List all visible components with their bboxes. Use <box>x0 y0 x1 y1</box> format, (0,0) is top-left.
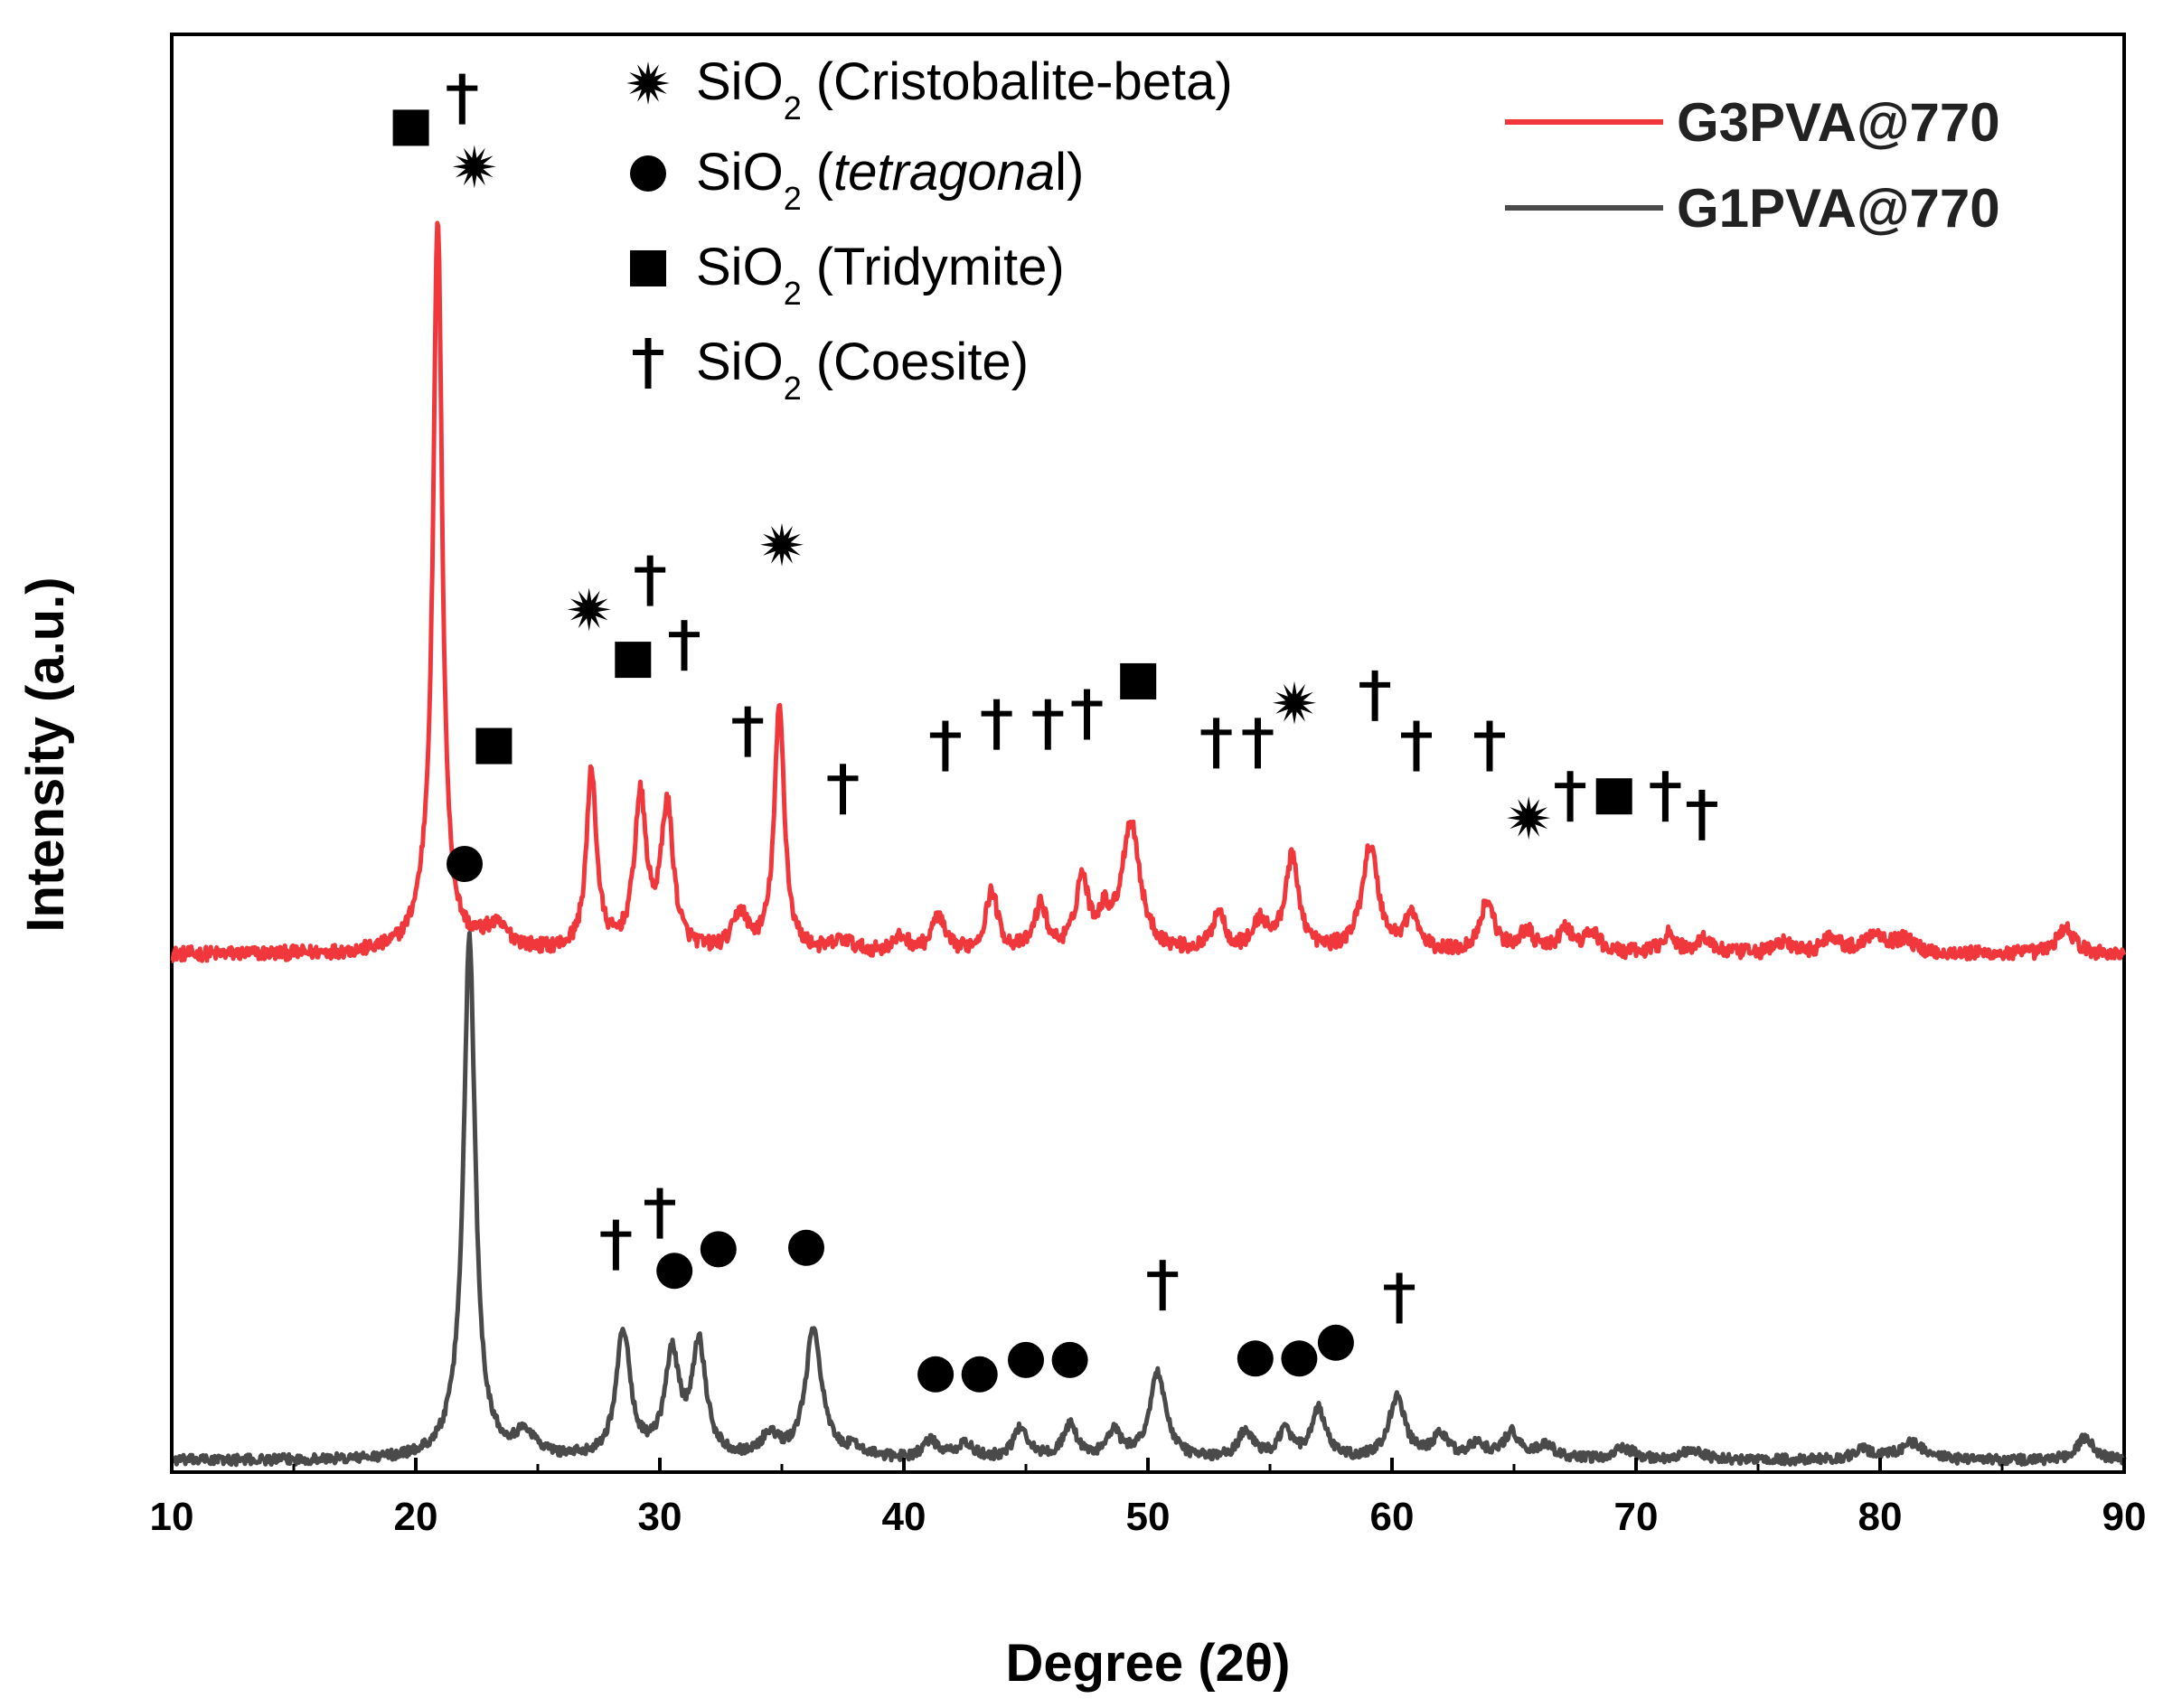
peak-marker-square-3 <box>475 727 513 765</box>
x-tick-label: 30 <box>638 1495 682 1539</box>
peak-marker-circle-30 <box>656 1253 693 1290</box>
peak-marker-dagger-10 <box>827 764 859 815</box>
peak-marker-dagger-13 <box>1032 699 1064 750</box>
x-tick-label: 40 <box>882 1495 926 1539</box>
x-tick-label: 80 <box>1858 1495 1903 1539</box>
series-legend: G3PVA@770 G1PVA@770 <box>1505 92 2000 239</box>
y-axis-title: Intensity (a.u.) <box>16 577 75 932</box>
peak-marker-star-18 <box>1273 680 1316 725</box>
series-legend-label-1: G1PVA@770 <box>1677 178 2000 239</box>
peak-marker-square-24 <box>1595 778 1632 815</box>
peak-marker-square-15 <box>1120 662 1157 699</box>
peak-marker-dagger-7 <box>669 620 700 671</box>
x-tick-label: 20 <box>394 1495 438 1539</box>
peak-marker-circle-38 <box>1237 1340 1274 1377</box>
peak-marker-square-6 <box>615 642 652 679</box>
peak-marker-dagger-26 <box>1686 789 1717 840</box>
peak-marker-dagger-19 <box>1359 670 1391 721</box>
peak-marker-dagger-1 <box>447 73 478 125</box>
series-legend-label-0: G3PVA@770 <box>1677 92 2000 153</box>
peak-marker-dagger-17 <box>1242 718 1274 769</box>
phase-legend-label-square: SiO2 (Tridymite) <box>696 238 1065 312</box>
peak-marker-circle-31 <box>700 1231 737 1268</box>
peak-marker-dagger-37 <box>1147 1260 1179 1311</box>
series-line-0 <box>170 221 2127 963</box>
peak-marker-circle-33 <box>917 1356 955 1393</box>
peak-marker-square-0 <box>392 109 429 146</box>
series-layer <box>169 221 2127 1468</box>
x-tick-label: 70 <box>1614 1495 1659 1539</box>
phase-legend-label-circle: SiO2 (tetragonal) <box>696 143 1084 217</box>
peak-marker-circle-36 <box>1051 1341 1088 1378</box>
peak-marker-dagger-23 <box>1555 771 1586 822</box>
peak-marker-star-2 <box>452 145 496 189</box>
series-line-1 <box>169 931 2127 1468</box>
phase-legend-label-dagger: SiO2 (Coesite) <box>696 333 1029 407</box>
x-tick-label: 50 <box>1126 1495 1171 1539</box>
peak-marker-star-22 <box>1507 796 1551 840</box>
peak-marker-dagger-8 <box>732 706 764 757</box>
peak-marker-circle-32 <box>788 1229 824 1266</box>
plot-frame <box>170 33 2126 1474</box>
peak-marker-layer <box>392 73 1717 1393</box>
peak-marker-circle-27 <box>447 846 483 883</box>
x-tick-label: 60 <box>1370 1495 1415 1539</box>
peak-marker-dagger-20 <box>1401 720 1432 772</box>
peak-marker-dagger-41 <box>1384 1272 1415 1324</box>
phase-legend-symbol-dagger <box>633 338 663 389</box>
peak-marker-dagger-16 <box>1200 718 1232 769</box>
x-tick-label: 90 <box>2102 1495 2147 1539</box>
peak-marker-star-9 <box>760 522 804 567</box>
peak-marker-dagger-12 <box>981 699 1012 750</box>
peak-marker-circle-34 <box>961 1356 998 1393</box>
x-axis-title: Degree (2θ) <box>1005 1634 1290 1693</box>
peak-marker-dagger-29 <box>644 1187 675 1239</box>
peak-marker-dagger-11 <box>929 720 961 772</box>
peak-marker-dagger-21 <box>1474 720 1505 772</box>
x-axis: 10 20 30 40 50 60 70 80 90 <box>150 1458 2147 1539</box>
peak-marker-star-4 <box>567 587 611 632</box>
peak-marker-circle-39 <box>1281 1340 1318 1377</box>
phase-legend-symbol-star <box>626 61 670 105</box>
peak-marker-dagger-14 <box>1071 689 1103 740</box>
phase-legend-label-star: SiO2 (Cristobalite-beta) <box>696 52 1233 127</box>
phase-legend-symbol-square <box>630 250 666 286</box>
peak-marker-circle-35 <box>1008 1341 1044 1378</box>
peak-marker-dagger-5 <box>635 555 666 606</box>
phase-legend: SiO2 (Cristobalite-beta) SiO2 (tetragonal) S… <box>626 52 1233 407</box>
phase-legend-symbol-circle <box>630 155 666 192</box>
peak-marker-dagger-25 <box>1650 771 1681 822</box>
peak-marker-circle-40 <box>1317 1324 1354 1361</box>
x-tick-label: 10 <box>150 1495 194 1539</box>
peak-marker-dagger-28 <box>600 1219 632 1271</box>
